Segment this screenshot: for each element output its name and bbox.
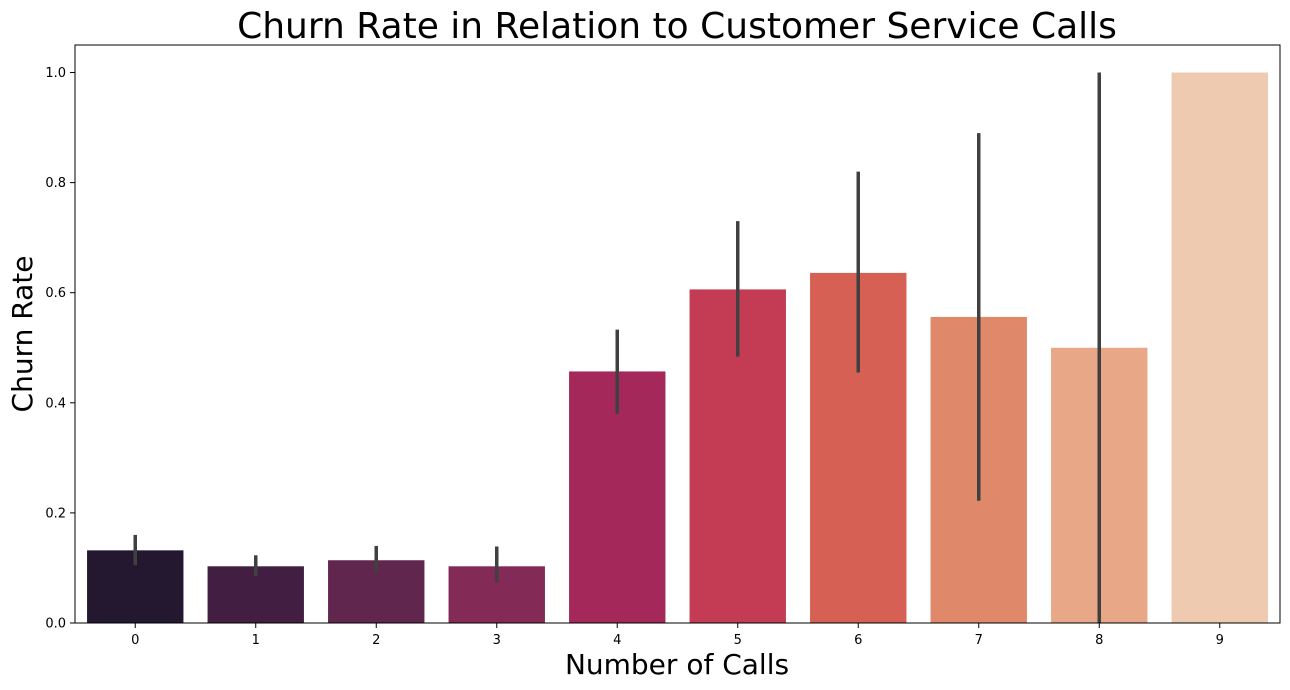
x-tick-label-8: 8 bbox=[1095, 633, 1103, 648]
y-axis: 0.0 0.2 0.4 0.6 0.8 1.0 bbox=[45, 66, 75, 632]
y-tick-label-0.8: 0.8 bbox=[45, 176, 66, 191]
y-tick-label-0.4: 0.4 bbox=[45, 396, 66, 411]
x-tick-label-9: 9 bbox=[1216, 633, 1224, 648]
x-tick-label-4: 4 bbox=[613, 633, 621, 648]
y-tick-label-1.0: 1.0 bbox=[45, 66, 66, 81]
y-tick-label-0.2: 0.2 bbox=[45, 506, 66, 521]
x-tick-label-1: 1 bbox=[252, 633, 260, 648]
error-bars-layer bbox=[133, 72, 1101, 623]
y-axis-label: Churn Rate bbox=[6, 256, 39, 413]
x-axis: 0 1 2 3 4 5 6 7 8 9 bbox=[131, 623, 1224, 648]
plot-frame bbox=[74, 44, 1281, 624]
x-axis-label: Number of Calls bbox=[565, 648, 789, 681]
x-tick-label-2: 2 bbox=[372, 633, 380, 648]
x-tick-label-5: 5 bbox=[734, 633, 742, 648]
x-tick-label-0: 0 bbox=[131, 633, 139, 648]
chart-title: Churn Rate in Relation to Customer Servi… bbox=[237, 6, 1117, 47]
x-tick-label-3: 3 bbox=[493, 633, 501, 648]
y-tick-label-0.6: 0.6 bbox=[45, 286, 66, 301]
x-tick-label-7: 7 bbox=[975, 633, 983, 648]
bar-9 bbox=[1171, 72, 1268, 623]
bars-layer bbox=[87, 72, 1268, 623]
y-tick-label-0.0: 0.0 bbox=[45, 617, 66, 632]
x-tick-label-6: 6 bbox=[854, 633, 862, 648]
